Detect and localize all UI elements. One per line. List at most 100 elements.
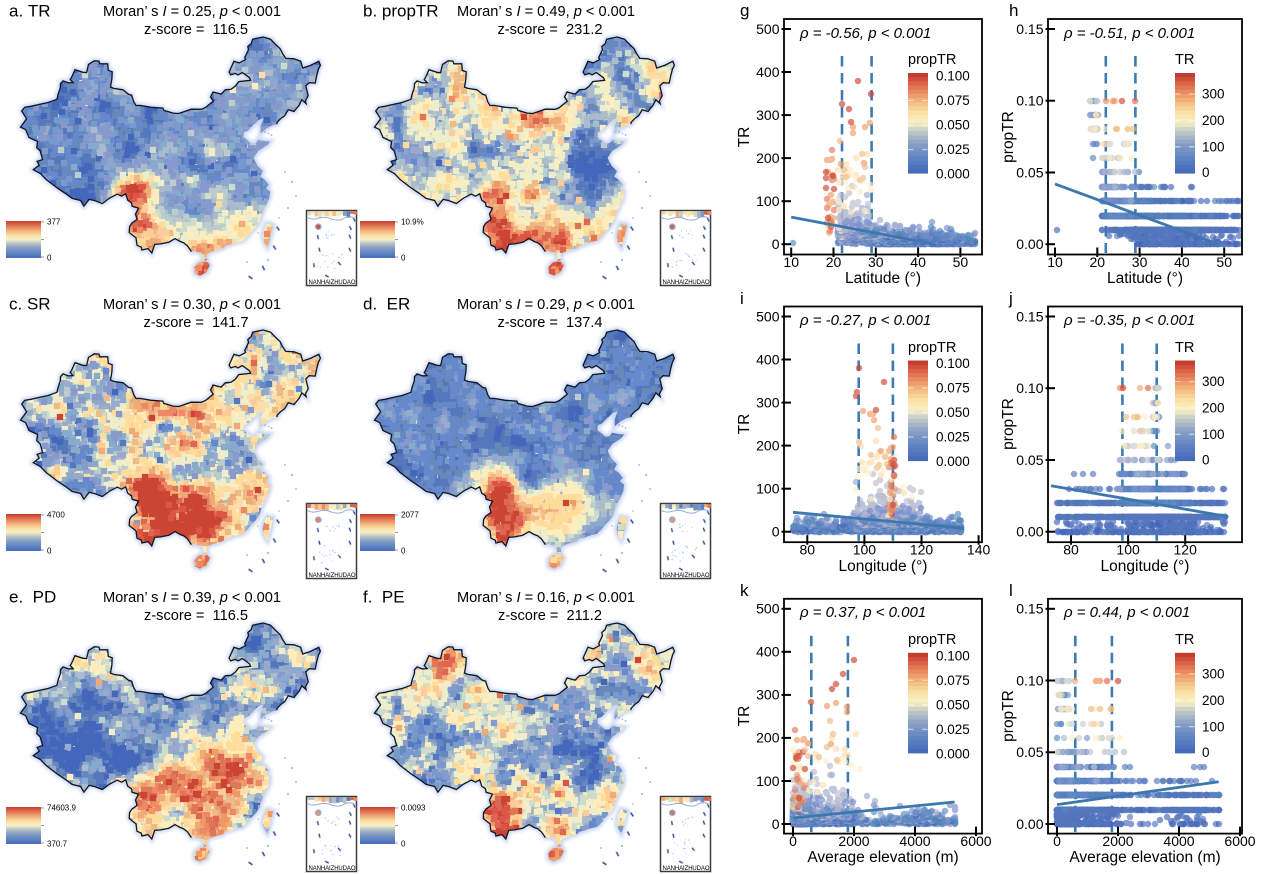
svg-text:0.05: 0.05 (1016, 164, 1043, 180)
svg-text:0: 0 (772, 524, 780, 540)
svg-text:Moran’ s I = 0.16, p < 0.001: Moran’ s I = 0.16, p < 0.001 (457, 590, 635, 606)
svg-text:100: 100 (1202, 427, 1225, 442)
svg-text:400: 400 (756, 644, 780, 660)
svg-text:300: 300 (1202, 374, 1225, 389)
svg-text:ρ = -0.35, p < 0.001: ρ = -0.35, p < 0.001 (1063, 312, 1195, 329)
svg-text:Moran’ s I = 0.30, p < 0.001: Moran’ s I = 0.30, p < 0.001 (103, 297, 281, 313)
svg-text:TR: TR (736, 706, 753, 727)
svg-text:TR: TR (1175, 340, 1194, 356)
svg-text:2000: 2000 (1102, 833, 1133, 849)
svg-text:0.075: 0.075 (936, 673, 970, 688)
svg-text:500: 500 (756, 21, 780, 37)
svg-text:30: 30 (1132, 254, 1148, 270)
svg-text:z-score = 137.4: z-score = 137.4 (497, 315, 602, 331)
svg-text:100: 100 (1202, 719, 1225, 734)
svg-text:0: 0 (401, 547, 406, 556)
svg-text:100: 100 (1116, 542, 1140, 558)
svg-text:0.025: 0.025 (936, 430, 970, 445)
svg-text:Moran’ s I = 0.29, p < 0.001: Moran’ s I = 0.29, p < 0.001 (457, 297, 635, 313)
svg-text:NANHAIZHUDAO: NANHAIZHUDAO (309, 280, 356, 286)
svg-text:0: 0 (1202, 165, 1210, 180)
svg-text:400: 400 (756, 64, 780, 80)
svg-text:ρ = 0.44, p < 0.001: ρ = 0.44, p < 0.001 (1063, 604, 1190, 621)
svg-text:6000: 6000 (1224, 833, 1255, 849)
svg-text:NANHAIZHUDAO: NANHAIZHUDAO (309, 866, 356, 872)
svg-text:2077: 2077 (401, 511, 419, 520)
svg-text:100: 100 (756, 481, 780, 497)
svg-text:f. PE: f. PE (363, 588, 405, 607)
svg-text:b. propTR: b. propTR (363, 2, 439, 21)
svg-text:200: 200 (756, 730, 780, 746)
svg-text:c. SR: c. SR (9, 295, 51, 314)
svg-text:0: 0 (1053, 833, 1061, 849)
svg-text:0.0093: 0.0093 (401, 804, 426, 813)
svg-text:a. TR: a. TR (9, 2, 51, 21)
svg-text:Latitude (°): Latitude (°) (1107, 270, 1183, 287)
svg-text:370.7: 370.7 (47, 840, 68, 849)
svg-text:propTR: propTR (1000, 690, 1017, 742)
svg-text:10: 10 (1047, 254, 1063, 270)
svg-text:50: 50 (1216, 254, 1232, 270)
svg-text:10.9%: 10.9% (401, 218, 424, 227)
svg-text:10: 10 (783, 254, 799, 270)
svg-text:100: 100 (756, 773, 780, 789)
svg-text:100: 100 (756, 193, 780, 209)
svg-text:propTR: propTR (1000, 398, 1017, 450)
svg-text:4000: 4000 (899, 833, 930, 849)
svg-text:ρ = -0.27, p < 0.001: ρ = -0.27, p < 0.001 (799, 312, 931, 329)
svg-text:h: h (1009, 1, 1018, 20)
svg-text:0.050: 0.050 (936, 118, 970, 133)
svg-text:74603.9: 74603.9 (47, 804, 76, 813)
svg-text:300: 300 (756, 107, 780, 123)
svg-text:z-score = 211.2: z-score = 211.2 (498, 608, 602, 624)
svg-text:0: 0 (47, 547, 52, 556)
svg-text:z-score = 231.2: z-score = 231.2 (497, 22, 602, 38)
svg-text:d. ER: d. ER (363, 295, 410, 314)
svg-text:Average elevation (m): Average elevation (m) (807, 849, 958, 866)
svg-text:TR: TR (736, 414, 753, 435)
svg-text:0.050: 0.050 (936, 698, 970, 713)
svg-text:0.15: 0.15 (1016, 601, 1043, 617)
svg-text:0.100: 0.100 (936, 356, 970, 371)
svg-text:20: 20 (1090, 254, 1106, 270)
svg-text:i: i (740, 289, 744, 308)
svg-text:g: g (740, 1, 749, 20)
svg-text:0: 0 (772, 236, 780, 252)
svg-text:0.025: 0.025 (936, 722, 970, 737)
svg-text:300: 300 (1202, 87, 1225, 102)
svg-text:80: 80 (800, 542, 816, 558)
svg-text:ρ = -0.56, p < 0.001: ρ = -0.56, p < 0.001 (799, 25, 931, 42)
svg-text:4000: 4000 (1163, 833, 1194, 849)
svg-text:0.100: 0.100 (936, 649, 970, 664)
svg-text:0: 0 (401, 840, 406, 849)
svg-text:0.10: 0.10 (1016, 380, 1043, 396)
svg-text:0.075: 0.075 (936, 381, 970, 396)
svg-text:0: 0 (1202, 745, 1210, 760)
svg-text:0: 0 (772, 816, 780, 832)
svg-text:0.05: 0.05 (1016, 452, 1043, 468)
svg-text:propTR: propTR (1000, 111, 1017, 163)
svg-text:377: 377 (47, 218, 61, 227)
svg-text:Average elevation (m): Average elevation (m) (1069, 849, 1220, 866)
svg-text:Latitude (°): Latitude (°) (845, 270, 921, 287)
svg-text:0.00: 0.00 (1016, 524, 1043, 540)
svg-text:300: 300 (1202, 667, 1225, 682)
svg-text:50: 50 (953, 254, 969, 270)
svg-text:propTR: propTR (908, 52, 956, 68)
svg-text:Longitude (°): Longitude (°) (1101, 558, 1190, 575)
svg-text:Moran’ s I = 0.49, p < 0.001: Moran’ s I = 0.49, p < 0.001 (457, 4, 635, 20)
svg-text:0.000: 0.000 (936, 747, 970, 762)
svg-text:200: 200 (1202, 693, 1225, 708)
svg-text:300: 300 (756, 394, 780, 410)
svg-text:200: 200 (1202, 401, 1225, 416)
svg-text:propTR: propTR (908, 340, 956, 356)
svg-text:200: 200 (756, 437, 780, 453)
svg-text:120: 120 (910, 542, 934, 558)
svg-text:Longitude (°): Longitude (°) (839, 558, 928, 575)
svg-text:j: j (1008, 289, 1013, 308)
svg-text:0.10: 0.10 (1016, 93, 1043, 109)
svg-text:NANHAIZHUDAO: NANHAIZHUDAO (663, 573, 710, 579)
svg-text:NANHAIZHUDAO: NANHAIZHUDAO (309, 573, 356, 579)
svg-text:0.100: 0.100 (936, 69, 970, 84)
svg-text:propTR: propTR (908, 632, 956, 648)
